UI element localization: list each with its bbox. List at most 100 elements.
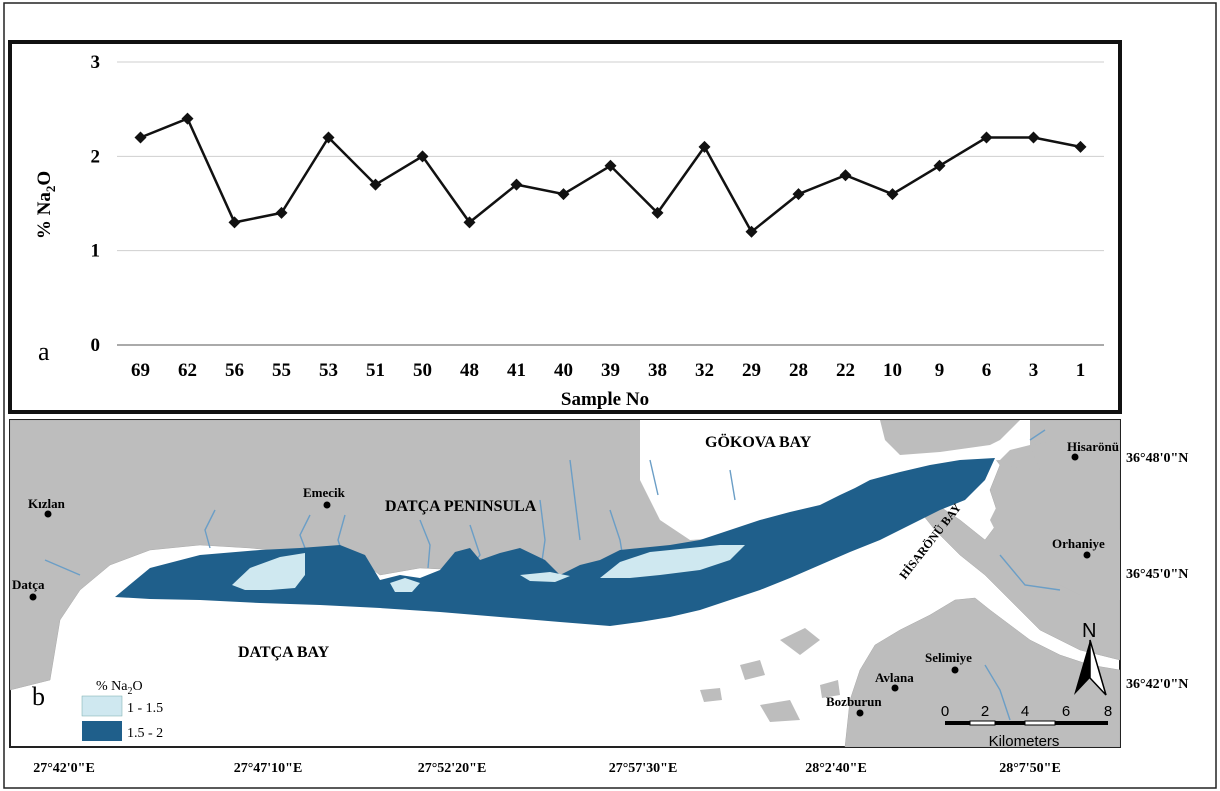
chart-x-label: Sample No bbox=[561, 389, 649, 410]
lat-label-2: 36°45'0"N bbox=[1126, 567, 1188, 582]
land-east bbox=[990, 465, 1120, 600]
island-3 bbox=[700, 688, 722, 702]
x-tick-label: 38 bbox=[648, 360, 667, 381]
region-peninsula: DATÇA PENINSULA bbox=[385, 498, 537, 515]
place-selimiye: Selimiye bbox=[925, 650, 972, 674]
place-emecik: Emecik bbox=[303, 485, 346, 509]
series-points bbox=[134, 112, 1087, 238]
data-point bbox=[1074, 140, 1087, 153]
x-tick-label: 29 bbox=[742, 360, 761, 381]
svg-text:8: 8 bbox=[1104, 703, 1112, 720]
island-1 bbox=[780, 628, 820, 655]
x-tick-label: 10 bbox=[883, 360, 902, 381]
island-4 bbox=[760, 700, 800, 722]
lon-label-5: 28°2'40"E bbox=[805, 761, 867, 776]
svg-text:Datça: Datça bbox=[12, 577, 45, 592]
x-tick-label: 48 bbox=[460, 360, 479, 381]
x-tick-label: 51 bbox=[366, 360, 385, 381]
lon-label-6: 28°7'50"E bbox=[999, 761, 1061, 776]
svg-text:Kilometers: Kilometers bbox=[989, 733, 1060, 750]
legend-swatch-low bbox=[81, 695, 123, 717]
chart-y-label: % Na2O bbox=[34, 171, 58, 239]
x-tick-label: 69 bbox=[131, 360, 150, 381]
legend-label-low: 1 - 1.5 bbox=[127, 701, 163, 716]
x-tick-label: 32 bbox=[695, 360, 714, 381]
place-hisaronu: Hisarönü bbox=[1067, 439, 1119, 461]
place-bozburun: Bozburun bbox=[826, 694, 882, 717]
lon-label-2: 27°47'10"E bbox=[234, 761, 303, 776]
map-panel: Kızlan Datça Emecik Hisarönü Orhaniye Se… bbox=[9, 419, 1188, 776]
data-point bbox=[275, 206, 288, 219]
x-tick-label: 56 bbox=[225, 360, 244, 381]
x-tick-label: 3 bbox=[1029, 360, 1039, 381]
land-south bbox=[844, 597, 1120, 747]
data-point bbox=[792, 188, 805, 201]
land-gokova-north bbox=[870, 420, 1120, 470]
x-tick-label: 1 bbox=[1076, 360, 1086, 381]
x-tick-label: 39 bbox=[601, 360, 620, 381]
zone-low-1 bbox=[232, 553, 305, 590]
svg-text:Emecik: Emecik bbox=[303, 485, 346, 500]
svg-text:2: 2 bbox=[981, 703, 989, 720]
svg-text:Bozburun: Bozburun bbox=[826, 694, 882, 709]
chart-y-ticks: 0 1 2 3 bbox=[91, 52, 101, 356]
data-point bbox=[1027, 131, 1040, 144]
x-tick-label: 41 bbox=[507, 360, 526, 381]
island-5 bbox=[820, 680, 840, 698]
data-point bbox=[369, 178, 382, 191]
y-tick-label: 0 bbox=[91, 335, 101, 356]
svg-text:Selimiye: Selimiye bbox=[925, 650, 972, 665]
x-tick-label: 6 bbox=[982, 360, 992, 381]
data-point bbox=[416, 150, 429, 163]
region-datca-bay: DATÇA BAY bbox=[238, 644, 330, 661]
place-kizlan: Kızlan bbox=[28, 496, 66, 518]
legend-title: % Na2O bbox=[96, 679, 143, 697]
place-avlana: Avlana bbox=[875, 670, 914, 692]
data-point bbox=[745, 225, 758, 238]
svg-text:N: N bbox=[1082, 620, 1096, 642]
svg-text:4: 4 bbox=[1021, 703, 1029, 720]
zone-low-4 bbox=[600, 545, 745, 578]
data-point bbox=[134, 131, 147, 144]
svg-text:Avlana: Avlana bbox=[875, 670, 914, 685]
region-gokova: GÖKOVA BAY bbox=[705, 433, 812, 451]
svg-text:Kızlan: Kızlan bbox=[28, 496, 66, 511]
map-legend: % Na2O 1 - 1.5 1.5 - 2 bbox=[81, 679, 163, 741]
data-point bbox=[604, 159, 617, 172]
scale-bar: 0 2 4 6 8 Kilometers bbox=[941, 703, 1112, 750]
island-2 bbox=[740, 660, 765, 680]
data-point bbox=[322, 131, 335, 144]
place-orhaniye: Orhaniye bbox=[1052, 536, 1105, 559]
y-tick-label: 2 bbox=[91, 146, 101, 167]
x-tick-label: 9 bbox=[935, 360, 945, 381]
zone-low-3 bbox=[520, 572, 570, 582]
chart-panel-label: a bbox=[38, 337, 50, 366]
place-datca: Datça bbox=[12, 577, 45, 601]
lon-label-4: 27°57'30"E bbox=[609, 761, 678, 776]
data-point bbox=[933, 159, 946, 172]
zone-low-2 bbox=[390, 578, 420, 592]
svg-text:0: 0 bbox=[941, 703, 949, 720]
data-point bbox=[886, 188, 899, 201]
svg-text:Orhaniye: Orhaniye bbox=[1052, 536, 1105, 551]
data-point bbox=[557, 188, 570, 201]
data-point bbox=[980, 131, 993, 144]
data-point bbox=[510, 178, 523, 191]
x-tick-label: 28 bbox=[789, 360, 808, 381]
legend-swatch-high bbox=[82, 721, 122, 741]
north-arrow-icon: N bbox=[1074, 620, 1107, 696]
data-point bbox=[181, 112, 194, 125]
chart-gridlines bbox=[117, 61, 1104, 346]
x-tick-label: 62 bbox=[178, 360, 197, 381]
svg-text:6: 6 bbox=[1062, 703, 1070, 720]
data-point bbox=[228, 216, 241, 229]
rivers bbox=[44, 429, 1061, 721]
chart-panel: 0 1 2 3 69 62 56 55 53 51 50 48 41 40 39 38 32 29 28 22 10 9… bbox=[8, 40, 1122, 414]
x-tick-label: 40 bbox=[554, 360, 573, 381]
lat-label-1: 36°48'0"N bbox=[1126, 451, 1188, 466]
svg-text:Hisarönü: Hisarönü bbox=[1067, 439, 1119, 454]
legend-label-high: 1.5 - 2 bbox=[127, 726, 163, 741]
gokova-sea bbox=[640, 420, 1030, 540]
y-tick-label: 3 bbox=[91, 52, 101, 73]
